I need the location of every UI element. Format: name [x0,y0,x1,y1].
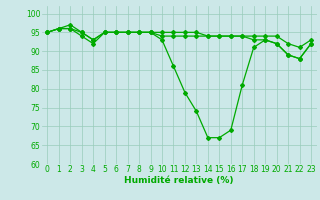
X-axis label: Humidité relative (%): Humidité relative (%) [124,176,234,185]
